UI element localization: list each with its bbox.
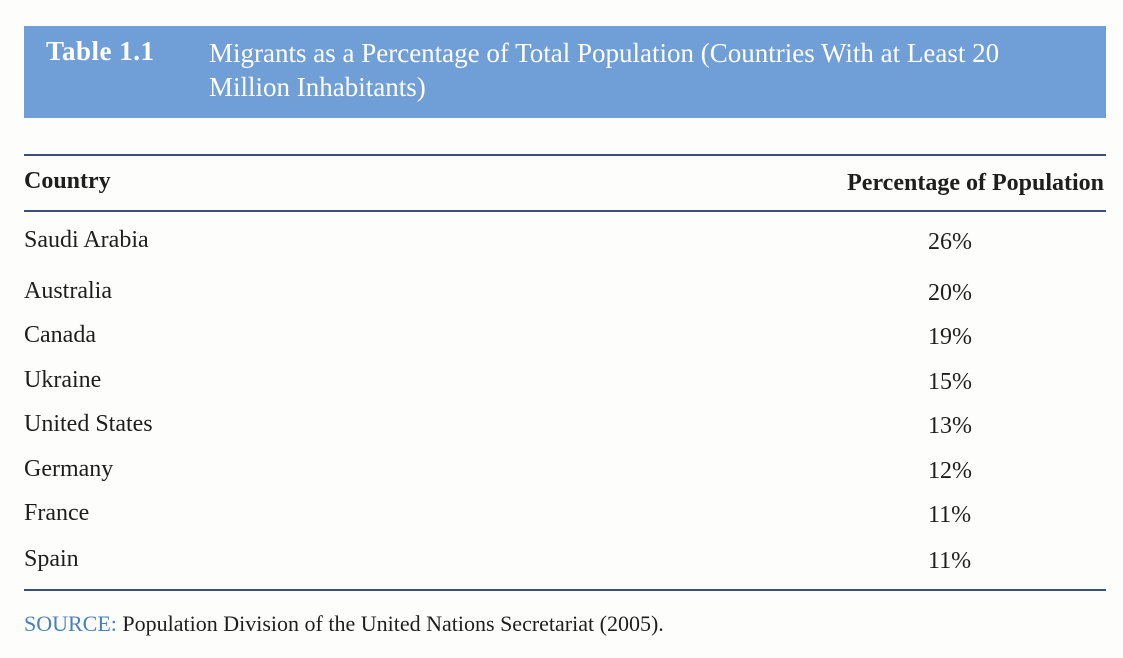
table-row: Saudi Arabia 26% <box>24 227 1106 267</box>
percentage-cell: 12% <box>928 458 972 484</box>
percentage-cell: 20% <box>928 280 972 306</box>
table-row: France 11% <box>24 500 1106 540</box>
percentage-cell: 11% <box>928 502 972 528</box>
table-top-rule <box>24 154 1106 156</box>
country-cell: Saudi Arabia <box>24 227 149 253</box>
table-title: Migrants as a Percentage of Total Popula… <box>209 38 1000 102</box>
percentage-cell: 26% <box>928 229 972 255</box>
column-header-percentage: Percentage of Population <box>847 170 1104 196</box>
table-row: United States 13% <box>24 411 1106 451</box>
source-label: SOURCE: <box>24 611 117 636</box>
source-text: Population Division of the United Nation… <box>122 611 664 636</box>
table-number-label: Table 1.1 <box>46 36 155 66</box>
table-row: Canada 19% <box>24 322 1106 362</box>
table-row: Australia 20% <box>24 278 1106 318</box>
table-row: Spain 11% <box>24 546 1106 586</box>
table-title-band: Table 1.1 Migrants as a Percentage of To… <box>24 26 1106 118</box>
country-cell: Ukraine <box>24 367 102 393</box>
table-bottom-rule <box>24 589 1106 591</box>
source-note: SOURCE: Population Division of the Unite… <box>24 611 664 637</box>
table-header-rule <box>24 210 1106 212</box>
country-cell: Australia <box>24 278 112 304</box>
table-row: Ukraine 15% <box>24 367 1106 407</box>
percentage-cell: 19% <box>928 324 972 350</box>
country-cell: France <box>24 500 90 526</box>
country-cell: Germany <box>24 456 114 482</box>
percentage-cell: 13% <box>928 413 972 439</box>
percentage-cell: 15% <box>928 369 972 395</box>
percentage-cell: 11% <box>928 548 972 574</box>
country-cell: Spain <box>24 546 79 572</box>
column-header-country: Country <box>24 168 111 194</box>
table-row: Germany 12% <box>24 456 1106 496</box>
country-cell: United States <box>24 411 153 437</box>
country-cell: Canada <box>24 322 96 348</box>
